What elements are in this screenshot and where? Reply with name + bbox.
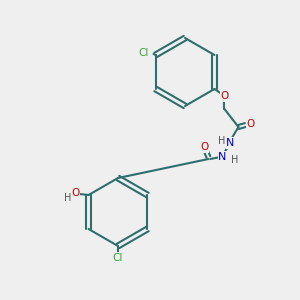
Text: Cl: Cl <box>138 48 149 58</box>
Text: H: H <box>64 193 71 203</box>
Text: H: H <box>218 136 225 146</box>
Text: H: H <box>231 155 238 165</box>
Text: O: O <box>71 188 80 198</box>
Text: Cl: Cl <box>113 253 123 263</box>
Text: O: O <box>200 142 208 152</box>
Text: O: O <box>220 91 229 101</box>
Text: N: N <box>226 138 235 148</box>
Text: O: O <box>246 119 255 129</box>
Text: N: N <box>218 152 226 162</box>
